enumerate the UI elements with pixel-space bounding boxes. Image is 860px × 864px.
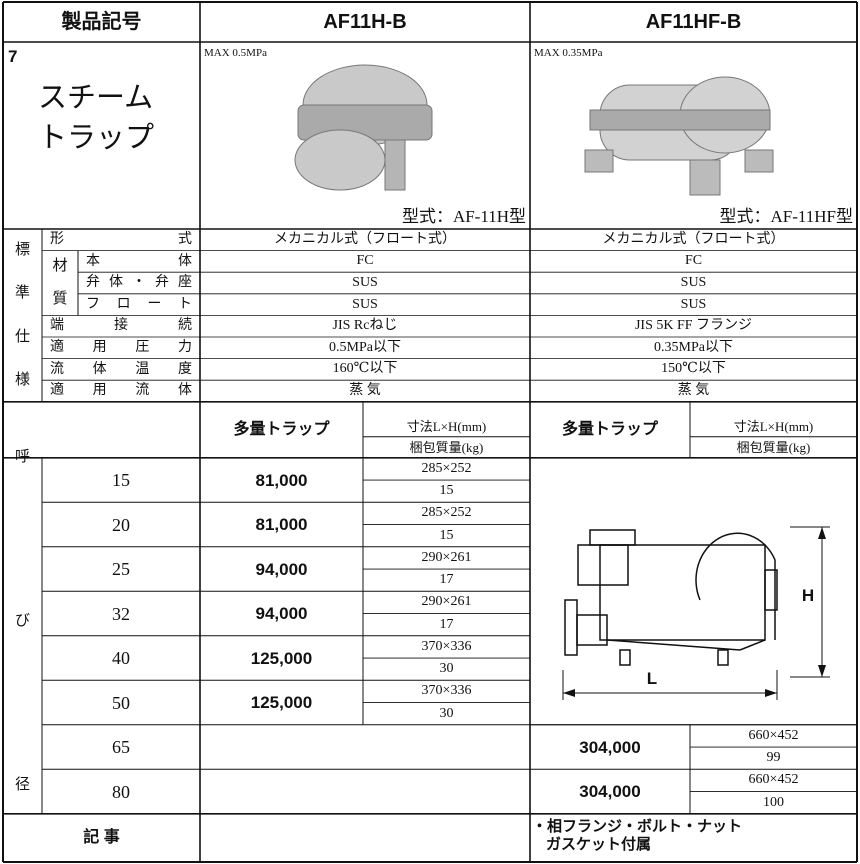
diagram-label: H (801, 585, 815, 605)
weight: 15 (439, 483, 454, 499)
spec-value: SUS (352, 274, 378, 290)
price: 94,000 (255, 604, 308, 624)
spec-value: 0.5MPa以下 (329, 339, 401, 355)
price: 304,000 (579, 782, 641, 802)
column-header: 多量トラップ (233, 420, 330, 438)
nominal-size: 20 (112, 514, 130, 535)
spec-group-char: 仕 (14, 328, 30, 345)
note-line: ・相フランジ・ボルト・ナット (532, 818, 743, 836)
nominal-size: 15 (112, 470, 130, 491)
spec-value: 蒸 気 (677, 382, 710, 398)
size-label-char: 径 (14, 777, 30, 794)
spec-group-char: 準 (14, 285, 30, 302)
spec-value: メカニカル式（フロート式） (602, 231, 785, 247)
spec-value: 蒸 気 (349, 382, 381, 398)
material-char: 質 (52, 290, 68, 307)
notes-label: 記 事 (83, 828, 120, 846)
product-photo (294, 64, 433, 191)
weight: 30 (439, 661, 454, 677)
weight: 15 (439, 527, 454, 543)
column-header: 梱包質量(kg) (736, 439, 811, 455)
spec-label: 流体温度 (50, 361, 192, 377)
spec-label: 形式 (50, 232, 192, 247)
dimensions: 290×261 (421, 594, 472, 610)
model-name: AF11H-B (323, 11, 407, 33)
spec-value: 0.35MPa以下 (654, 339, 733, 355)
product-number: 7 (8, 46, 18, 66)
spec-value: FC (684, 253, 703, 269)
arrowheads (563, 527, 826, 697)
product-name: トラップ (38, 121, 155, 154)
price: 125,000 (250, 693, 313, 713)
product-photo (584, 76, 774, 196)
spec-value: 150℃以下 (661, 361, 726, 377)
nominal-size: 50 (112, 692, 130, 713)
outline-diagram (562, 526, 830, 700)
nominal-size: 40 (112, 648, 130, 669)
price: 125,000 (250, 648, 313, 668)
spec-label: 弁体・弁座 (86, 275, 192, 291)
note-line: ガスケット付属 (546, 836, 652, 854)
price: 81,000 (255, 470, 308, 490)
spec-group-char: 標 (14, 242, 30, 259)
column-header: 梱包質量(kg) (409, 439, 484, 455)
spec-value: SUS (680, 296, 707, 312)
size-label-char: び (14, 613, 30, 630)
spec-label: 本体 (86, 253, 192, 269)
nominal-size: 25 (112, 559, 130, 580)
spec-value: 160℃以下 (332, 361, 398, 377)
size-label-char: 呼 (14, 449, 30, 466)
dimensions: 285×252 (421, 460, 472, 476)
nominal-size: 80 (112, 781, 130, 802)
spec-value: SUS (352, 296, 378, 312)
nominal-size: 32 (112, 603, 130, 624)
header-label: 製品記号 (61, 11, 142, 33)
spec-group-char: 様 (14, 371, 30, 388)
model-type: 型式：AF-11HF型 (719, 206, 854, 226)
price: 94,000 (255, 559, 308, 579)
spec-label: フロート (86, 296, 192, 312)
dimensions: 660×452 (748, 727, 799, 743)
spec-value: FC (356, 253, 374, 269)
model-type: 型式：AF-11H型 (401, 206, 526, 226)
weight: 17 (439, 616, 454, 632)
weight: 30 (439, 705, 454, 721)
material-char: 材 (52, 258, 68, 275)
spec-value: JIS Rcねじ (332, 318, 398, 334)
dimensions: 660×452 (748, 772, 799, 788)
model-name: AF11HF-B (645, 11, 742, 33)
spec-label: 適用圧力 (50, 340, 192, 355)
spec-value: SUS (680, 274, 707, 290)
max-pressure: MAX 0.35MPa (534, 46, 603, 59)
weight: 17 (439, 572, 454, 588)
dimensions: 370×336 (421, 683, 472, 699)
spec-label: 端接続 (50, 318, 192, 334)
weight: 99 (766, 750, 781, 766)
column-header: 多量トラップ (561, 420, 658, 438)
nominal-size: 65 (112, 737, 130, 758)
spec-value: JIS 5K FF フランジ (634, 318, 753, 334)
dimensions: 285×252 (421, 505, 472, 521)
dimensions: 370×336 (421, 638, 472, 654)
column-header: 寸法L×H(mm) (733, 418, 814, 434)
product-name: スチーム (38, 81, 154, 114)
diagram-label: L (646, 668, 658, 688)
spec-value: メカニカル式（フロート式） (274, 231, 456, 247)
price: 304,000 (579, 737, 641, 757)
weight: 100 (763, 794, 784, 810)
max-pressure: MAX 0.5MPa (204, 46, 267, 59)
spec-label: 適用流体 (50, 383, 192, 399)
column-header: 寸法L×H(mm) (406, 418, 487, 434)
dimensions: 290×261 (421, 549, 472, 565)
price: 81,000 (255, 515, 308, 535)
